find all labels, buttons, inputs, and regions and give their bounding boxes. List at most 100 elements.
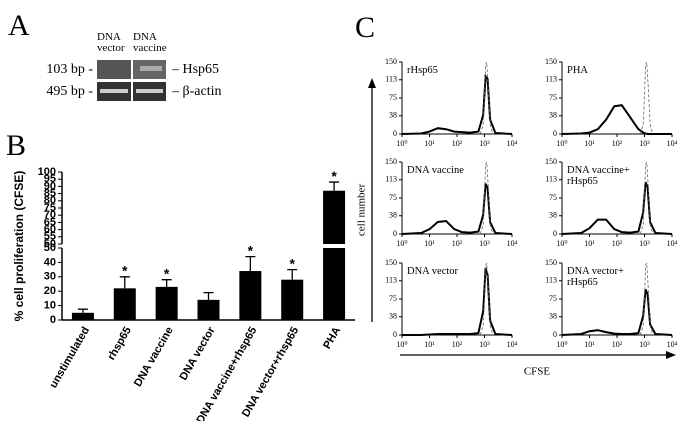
x-tick-label: 10⁰ [396,340,407,349]
y-tick-label: 40 [44,256,56,268]
x-tick-label: rhsp65 [105,325,133,362]
bar [71,312,94,320]
x-tick-label: 10¹ [424,239,435,248]
y-tick-label: 30 [44,271,56,283]
y-tick-label: 75 [389,93,397,102]
error-bar [161,279,172,287]
histogram-title: DNA vector+ rHsp65 [567,266,624,288]
histogram-line [479,262,494,336]
x-tick-label: DNA vector [177,324,217,382]
panel-label: B [6,129,26,162]
y-tick-label: 60 [44,224,56,236]
bar [323,190,346,244]
gel-band [97,60,131,79]
bar [281,279,304,320]
y-tick-label: 75 [549,93,557,102]
x-tick-label: 10⁴ [667,340,678,349]
y-tick-label: 113 [385,175,397,184]
x-tick-label: 10⁰ [396,239,407,248]
y-tick-label: 50 [44,242,56,254]
y-tick-label: 75 [389,193,397,202]
y-axis-title: % cell proliferation (CFSE) [12,171,26,322]
arrow-head [368,78,376,88]
y-tick-label: 100 [38,166,56,178]
x-tick-label: 10⁰ [556,239,567,248]
gel-size: 495 bp - [46,84,93,99]
y-tick-label: 0 [393,229,397,238]
lane-label: DNA vaccine [133,31,167,54]
gel-band [136,89,163,93]
histogram-line [561,104,672,135]
histogram-line [639,262,654,336]
y-tick-label: 0 [50,314,56,326]
error-bar [287,268,298,280]
y-tick-label: 150 [385,258,397,267]
gel-label: – Hsp65 [171,62,219,77]
x-tick-label: 10⁴ [507,239,518,248]
arrow-head [666,351,676,359]
y-tick-label: 0 [553,330,557,339]
x-tick-label: 10⁴ [507,340,518,349]
x-tick-label: 10⁴ [667,239,678,248]
histogram-title: PHA [567,65,589,76]
x-tick-label: 10² [612,139,623,148]
histogram-line [639,61,654,135]
error-bar [329,181,340,191]
histogram-line [479,161,494,235]
y-tick-label: 10 [44,300,56,312]
y-tick-label: 38 [389,312,397,321]
x-tick-label: 10⁰ [396,139,407,148]
x-tick-label: 10¹ [424,139,435,148]
x-tick-label: 10³ [639,139,650,148]
y-tick-label: 65 [44,216,56,228]
significance-mark: * [289,255,295,271]
significance-mark: * [122,263,128,279]
histogram-title: DNA vaccine [407,165,464,176]
bar [113,288,136,320]
gel-band [140,66,162,71]
y-tick-label: 0 [393,129,397,138]
y-tick-label: 95 [44,173,56,185]
gel-label: – β-actin [171,84,222,99]
y-tick-label: 113 [545,75,557,84]
y-tick-label: 38 [549,111,557,120]
y-tick-label: 38 [549,312,557,321]
y-tick-label: 113 [545,175,557,184]
y-tick-label: 150 [545,57,557,66]
y-tick-label: 85 [44,188,56,200]
bar [155,286,178,320]
histogram-title: DNA vaccine+ rHsp65 [567,165,630,187]
x-axis-title: CFSE [524,366,551,378]
y-tick-label: 150 [385,157,397,166]
x-tick-label: 10³ [639,340,650,349]
y-tick-label: 113 [385,276,397,285]
gel-size: 103 bp - [46,62,93,77]
histogram-title: rHsp65 [407,65,438,76]
x-tick-label: 10¹ [584,340,595,349]
x-tick-label: 10² [612,239,623,248]
y-tick-label: 50 [44,238,56,250]
y-tick-label: 0 [393,330,397,339]
x-tick-label: 10⁴ [507,139,518,148]
y-tick-label: 113 [545,276,557,285]
y-tick-label: 150 [545,157,557,166]
x-tick-label: 10¹ [584,239,595,248]
y-tick-label: 38 [549,211,557,220]
error-bar [245,255,256,272]
error-bar [77,308,88,313]
bar [239,271,262,320]
x-tick-label: 10¹ [424,340,435,349]
lane-label: DNA vector [97,31,125,54]
x-tick-label: 10³ [639,239,650,248]
y-tick-label: 80 [44,195,56,207]
histogram-title: DNA vector [407,266,459,277]
y-tick-label: 70 [44,209,56,221]
y-tick-label: 150 [545,258,557,267]
x-tick-label: 10⁰ [556,340,567,349]
significance-mark: * [164,265,170,281]
error-bar [119,276,130,289]
histogram-line [401,73,513,135]
x-tick-label: DNA vaccine [132,325,176,389]
y-tick-label: 75 [549,294,557,303]
